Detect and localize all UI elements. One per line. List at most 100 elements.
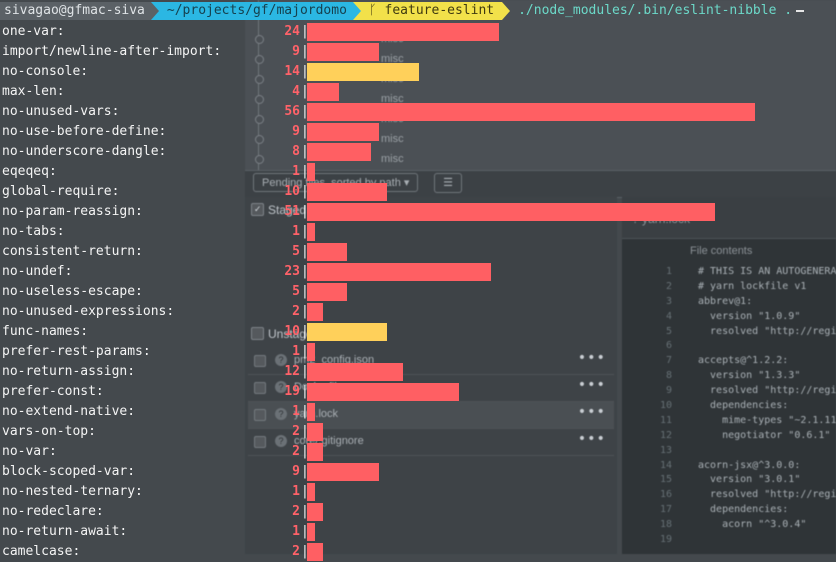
bar-divider: | (301, 524, 309, 539)
code-line: 11 mime-types "~2.1.11" (622, 414, 836, 429)
line-text: # yarn lockfile v1 (698, 280, 807, 292)
more-options-icon[interactable]: ••• (577, 350, 606, 366)
line-number: 7 (665, 355, 672, 367)
line-text: version "1.3.3" (698, 370, 801, 382)
more-options-icon[interactable]: ••• (577, 404, 606, 420)
rule-name-label: max-len: (2, 84, 65, 99)
chart-bar (307, 123, 379, 141)
rule-count-label: 5 (292, 244, 300, 259)
code-line: 15 version "3.0.1" (622, 473, 836, 488)
bar-divider: | (301, 484, 309, 499)
line-number: 15 (659, 474, 672, 486)
chart-row: no-var: 2 | (0, 442, 836, 462)
commit-message[interactable]: misc (381, 53, 404, 65)
line-number: 19 (659, 534, 672, 546)
rule-count-label: 24 (284, 24, 300, 39)
rule-name-label: prefer-rest-params: (2, 344, 151, 359)
commit-message[interactable]: misc (381, 133, 404, 145)
rule-name-label: no-param-reassign: (2, 204, 143, 219)
rule-name-label: block-scoped-var: (2, 464, 136, 479)
rule-count-label: 12 (284, 364, 300, 379)
chart-bar (307, 183, 387, 201)
rule-count-label: 2 (292, 444, 300, 459)
commit-message[interactable]: misc (381, 93, 404, 105)
unstaged-checkbox[interactable] (251, 327, 264, 340)
chart-bar (307, 443, 323, 461)
chart-bar (307, 283, 347, 301)
rule-count-label: 19 (284, 384, 300, 399)
help-icon: ? (275, 408, 287, 420)
bar-divider: | (301, 304, 309, 319)
bar-divider: | (301, 244, 309, 259)
chart-bar (307, 223, 315, 241)
file-checkbox[interactable] (254, 355, 266, 367)
line-text: version "3.0.1" (698, 474, 801, 486)
rule-name-label: no-console: (2, 64, 89, 79)
rule-name-label: prefer-const: (2, 384, 104, 399)
rule-count-label: 1 (292, 224, 300, 239)
rule-name-label: no-undef: (2, 264, 73, 279)
bar-divider: | (301, 384, 309, 399)
help-icon: ? (275, 381, 287, 393)
chart-row: no-useless-escape: 5 | (0, 282, 836, 302)
line-number: 16 (659, 489, 672, 501)
line-number: 10 (659, 400, 672, 412)
chart-bar (307, 323, 387, 341)
line-text: acorn-jsx@^3.0.0: (698, 459, 801, 471)
rule-count-label: 10 (284, 324, 300, 339)
chart-row: no-undef: 23 | (0, 262, 836, 282)
rule-name-label: camelcase: (2, 544, 81, 559)
code-line: 14 acorn-jsx@^3.0.0: (622, 459, 836, 474)
chart-bar (307, 503, 323, 521)
chart-row: no-console: 14 | (0, 62, 836, 82)
file-checkbox[interactable] (254, 436, 266, 448)
bar-divider: | (301, 264, 309, 279)
chart-row: eqeqeq: 1 | (0, 162, 836, 182)
line-text: resolved "http://registry (710, 325, 836, 337)
rule-count-label: 1 (292, 164, 300, 179)
chart-bar (307, 43, 379, 61)
line-text: version "1.0.9" (698, 310, 801, 322)
rule-name-label: one-var: (2, 24, 65, 39)
chart-row: max-len: 4 | (0, 82, 836, 102)
commit-node-icon (255, 135, 264, 144)
prompt-command: ./node_modules/.bin/eslint-nibble . (518, 3, 793, 18)
rule-count-label: 2 (292, 304, 300, 319)
line-number: 4 (665, 310, 672, 322)
line-number: 5 (665, 325, 672, 337)
chart-bar (307, 103, 755, 121)
bar-divider: | (301, 444, 309, 459)
file-checkbox[interactable] (254, 409, 266, 421)
more-options-icon[interactable]: ••• (577, 377, 606, 393)
rule-count-label: 5 (292, 284, 300, 299)
chart-row: prefer-rest-params: 1 | (0, 342, 836, 362)
chart-bar (307, 363, 403, 381)
rule-name-label: global-require: (2, 184, 120, 199)
line-text: negotiator "0.6.1" (698, 429, 831, 441)
line-text: resolved "http://registry (710, 489, 836, 501)
line-number: 2 (665, 280, 672, 292)
rule-name-label: no-useless-escape: (2, 284, 143, 299)
chart-row: no-use-before-define: 9 | (0, 122, 836, 142)
commit-message[interactable]: misc (381, 153, 404, 165)
chart-row: no-unused-expressions: 2 | (0, 302, 836, 322)
line-number: 11 (659, 414, 672, 426)
bar-divider: | (301, 64, 309, 79)
file-checkbox[interactable] (254, 382, 266, 394)
line-number: 14 (659, 459, 672, 471)
rule-count-label: 2 (292, 504, 300, 519)
chart-row: consistent-return: 5 | (0, 242, 836, 262)
prompt-path: ~/projects/gf/majordomo (158, 2, 353, 20)
more-options-icon[interactable]: ••• (577, 431, 606, 447)
staged-checkbox[interactable]: ✓ (251, 203, 264, 216)
separator-arrow-icon (150, 2, 159, 20)
chart-bar (307, 543, 323, 561)
hamburger-icon[interactable]: ☰ (434, 173, 462, 193)
bar-divider: | (301, 424, 309, 439)
chart-row: no-underscore-dangle: 8 | (0, 142, 836, 162)
rule-count-label: 9 (292, 44, 300, 59)
chart-bar (307, 163, 315, 181)
rule-name-label: no-unused-expressions: (2, 304, 175, 319)
rule-name-label: consistent-return: (2, 244, 143, 259)
code-line: 2 # yarn lockfile v1 (622, 280, 836, 295)
